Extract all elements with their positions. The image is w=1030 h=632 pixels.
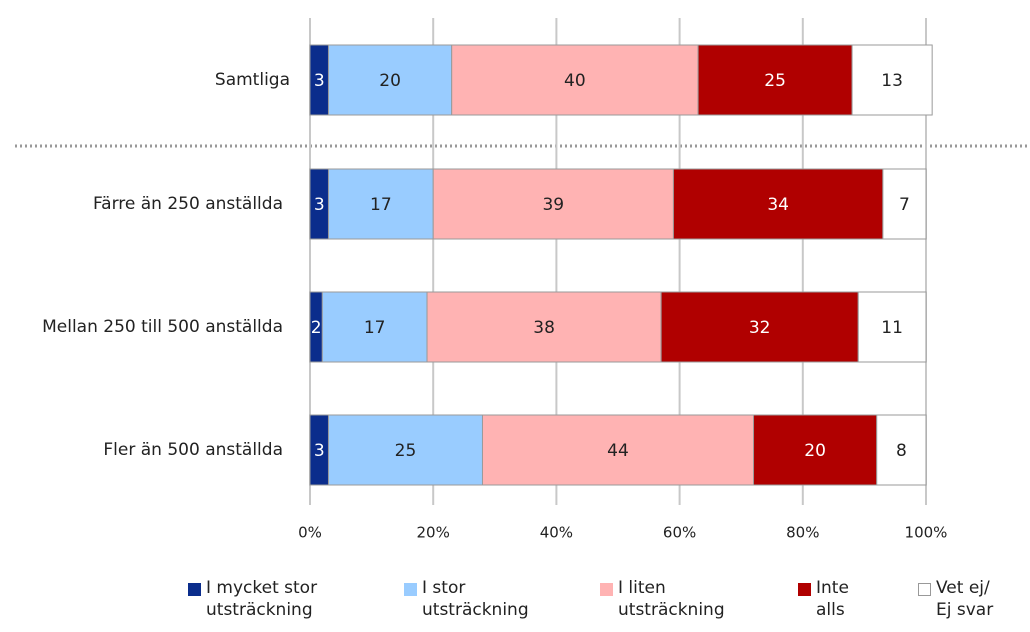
category-label: Mellan 250 till 500 anställda (42, 317, 283, 337)
value-label: 11 (881, 318, 903, 338)
legend-label: I stor utsträckning (422, 578, 529, 620)
bar-segment (851, 44, 933, 116)
bar-segment (882, 168, 927, 240)
legend-label: Vet ej/ Ej svar (936, 578, 994, 620)
x-tick-label: 0% (298, 524, 322, 542)
bar-segment (753, 414, 878, 486)
legend-swatch (188, 583, 201, 596)
x-tick-label: 80% (786, 524, 819, 542)
bar-segment (327, 44, 453, 116)
category-label: Färre än 250 anställda (93, 194, 283, 214)
value-label: 32 (749, 318, 771, 338)
value-label: 8 (896, 441, 907, 461)
value-label: 25 (764, 71, 786, 91)
legend-swatch (600, 583, 613, 596)
x-tick-label: 40% (540, 524, 573, 542)
legend-label: I liten utsträckning (618, 578, 725, 620)
value-label: 17 (370, 195, 392, 215)
value-label: 13 (881, 71, 903, 91)
legend-item: Inte alls (798, 577, 898, 621)
value-label: 17 (364, 318, 386, 338)
value-label: 25 (395, 441, 417, 461)
value-label: 3 (314, 71, 325, 91)
bar-segment (481, 414, 755, 486)
x-tick-label: 100% (905, 524, 948, 542)
bar-segment (697, 44, 853, 116)
legend-item: I stor utsträckning (404, 577, 554, 621)
value-label: 7 (899, 195, 910, 215)
bar-segment (672, 168, 884, 240)
bar-segment (451, 44, 699, 116)
bar-segment (426, 291, 662, 363)
x-tick-label: 60% (663, 524, 696, 542)
bar-segment (876, 414, 927, 486)
value-label: 39 (542, 195, 564, 215)
legend-label: Inte alls (816, 578, 849, 620)
legend-label: I mycket stor utsträckning (206, 578, 318, 620)
bar-segment (432, 168, 674, 240)
value-label: 44 (607, 441, 629, 461)
value-label: 3 (314, 441, 325, 461)
value-label: 40 (564, 71, 586, 91)
bar-segment (327, 414, 483, 486)
value-label: 34 (767, 195, 789, 215)
category-label: Samtliga (215, 70, 290, 90)
legend-swatch (798, 583, 811, 596)
bar-segment (660, 291, 859, 363)
value-label: 38 (533, 318, 555, 338)
value-label: 2 (311, 318, 322, 338)
bar-segment (327, 168, 434, 240)
legend-swatch (918, 583, 931, 596)
value-label: 3 (314, 195, 325, 215)
value-label: 20 (804, 441, 826, 461)
legend-swatch (404, 583, 417, 596)
bar-segment (857, 291, 927, 363)
value-label: 20 (379, 71, 401, 91)
x-tick-label: 20% (417, 524, 450, 542)
bar-segment (321, 291, 428, 363)
category-label: Fler än 500 anställda (103, 440, 283, 460)
legend-item: Vet ej/ Ej svar (918, 577, 1028, 621)
legend-item: I liten utsträckning (600, 577, 760, 621)
legend-item: I mycket stor utsträckning (188, 577, 358, 621)
